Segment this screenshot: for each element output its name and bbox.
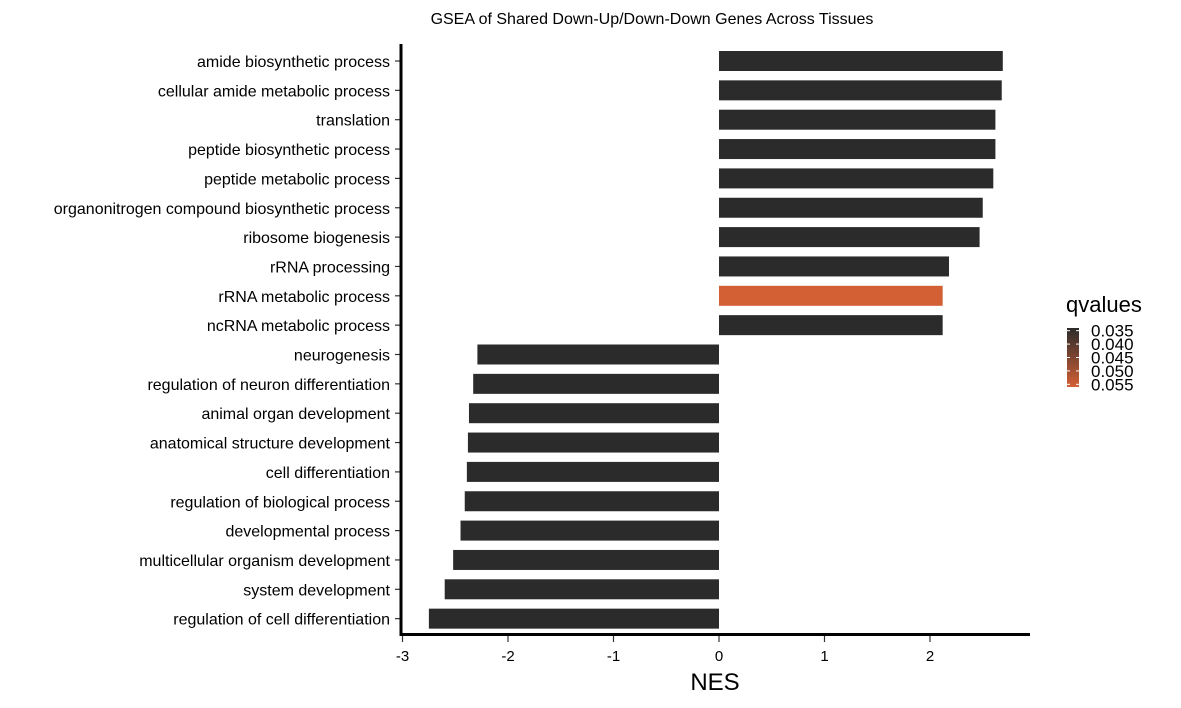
y-tick-label: organonitrogen compound biosynthetic pro…: [54, 201, 390, 218]
y-tick-label: peptide biosynthetic process: [188, 142, 390, 159]
y-tick-label: regulation of biological process: [170, 494, 390, 511]
x-tick-label: 0: [715, 648, 723, 665]
bar: [719, 197, 983, 218]
x-axis-ticks: -3 -2 -1 0 1 2: [396, 636, 934, 665]
bar: [473, 373, 719, 394]
legend-label: 0.035: [1091, 322, 1134, 341]
bars-group: [428, 51, 1003, 629]
x-tick-label: -3: [396, 648, 409, 665]
y-tick-label: rRNA processing: [270, 259, 390, 276]
y-tick-label: translation: [316, 113, 390, 130]
legend-colorbar: [1067, 328, 1079, 387]
legend-label: 0.040: [1091, 335, 1134, 354]
bar: [428, 608, 719, 629]
y-tick-label: neurogenesis: [294, 348, 390, 365]
bar: [467, 432, 719, 453]
x-axis-title: NES: [690, 669, 739, 696]
y-tick-label: animal organ development: [201, 406, 390, 423]
bar: [453, 549, 719, 570]
y-tick-label: developmental process: [225, 524, 390, 541]
bar: [719, 139, 996, 160]
y-tick-label: system development: [243, 582, 390, 599]
bar: [719, 168, 994, 189]
y-tick-label: ribosome biogenesis: [243, 230, 390, 247]
y-tick-label: cell differentiation: [266, 465, 390, 482]
bar: [719, 109, 996, 130]
y-tick-label: anatomical structure development: [150, 436, 391, 453]
y-tick-label: amide biosynthetic process: [197, 54, 390, 71]
y-tick-label: cellular amide metabolic process: [158, 83, 390, 100]
bar: [719, 51, 1003, 71]
x-tick-label: -2: [501, 648, 514, 665]
y-tick-label: multicellular organism development: [139, 553, 390, 570]
legend-label: 0.050: [1091, 362, 1134, 381]
bar: [719, 256, 949, 277]
bar: [468, 403, 719, 424]
y-tick-label: regulation of cell differentiation: [173, 612, 390, 629]
bar: [477, 344, 719, 365]
bar: [719, 80, 1002, 101]
y-tick-label: ncRNA metabolic process: [207, 318, 390, 335]
bar: [464, 491, 719, 512]
x-tick-label: 2: [926, 648, 934, 665]
y-tick-label: regulation of neuron differentiation: [147, 377, 390, 394]
bar: [460, 520, 719, 541]
y-axis-labels: amide biosynthetic process cellular amide…: [54, 54, 400, 629]
x-tick-label: 1: [820, 648, 828, 665]
legend-label: 0.055: [1091, 375, 1134, 394]
y-tick-label: rRNA metabolic process: [218, 289, 390, 306]
bar: [444, 579, 719, 600]
legend-title: qvalues: [1066, 292, 1142, 317]
x-tick-label: -1: [607, 648, 620, 665]
bar: [466, 461, 719, 482]
bar: [719, 227, 980, 248]
legend-label: 0.045: [1091, 349, 1134, 368]
bar: [719, 315, 943, 336]
chart-title: GSEA of Shared Down-Up/Down-Down Genes A…: [431, 11, 874, 28]
bar: [719, 285, 943, 306]
y-tick-label: peptide metabolic process: [204, 171, 390, 188]
